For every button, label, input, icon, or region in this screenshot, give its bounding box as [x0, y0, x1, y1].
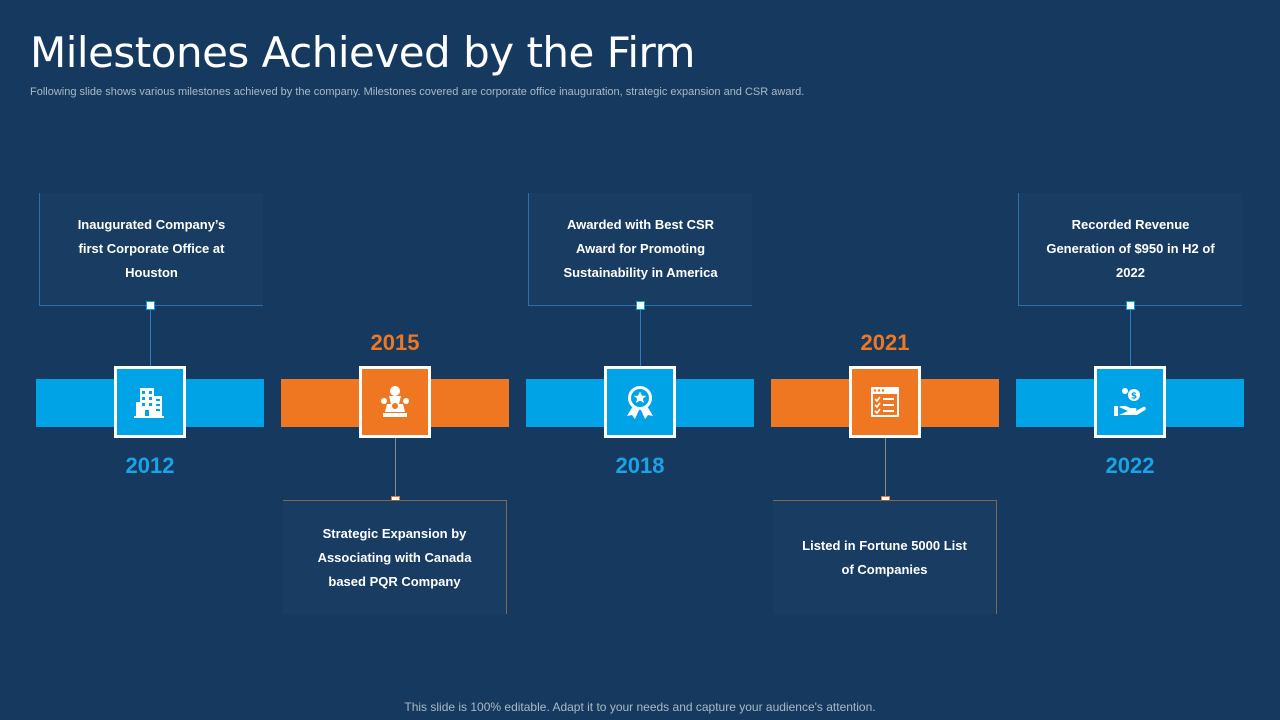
- chess-pieces-icon: [381, 386, 409, 417]
- connector-line: [885, 438, 886, 500]
- checklist-icon: [871, 387, 899, 417]
- milestone-card-2021: Listed in Fortune 5000 List of Companies: [773, 500, 997, 614]
- milestone-icon-box-2015: [359, 366, 431, 438]
- money-hand-icon: $: [1114, 388, 1146, 416]
- slide-title: Milestones Achieved by the Firm: [30, 28, 695, 77]
- milestone-year-2012: 2012: [125, 453, 175, 478]
- connector-line: [1130, 306, 1131, 368]
- connector-dot: [636, 301, 645, 310]
- milestone-card-2022: Recorded Revenue Generation of $950 in H…: [1018, 193, 1242, 306]
- connector-line: [150, 306, 151, 368]
- milestone-card-2015: Strategic Expansion by Associating with …: [283, 500, 507, 614]
- milestone-year-2022: 2022: [1105, 453, 1155, 478]
- connector-dot: [146, 301, 155, 310]
- milestone-year-2018: 2018: [615, 453, 665, 478]
- svg-text:$: $: [1131, 392, 1137, 402]
- milestone-card-2018: Awarded with Best CSR Award for Promotin…: [528, 193, 752, 306]
- milestone-icon-box-2021: [849, 366, 921, 438]
- connector-line: [395, 438, 396, 500]
- milestone-icon-box-2012: [114, 366, 186, 438]
- connector-line: [640, 306, 641, 368]
- award-ribbon-icon: [627, 386, 653, 419]
- milestone-year-2021: 2021: [860, 330, 910, 355]
- connector-dot: [1126, 301, 1135, 310]
- milestone-icon-box-2018: [604, 366, 676, 438]
- milestone-year-2015: 2015: [370, 330, 420, 355]
- milestone-icon-box-2022: $: [1094, 366, 1166, 438]
- office-building-icon: [134, 388, 164, 418]
- slide-subtitle: Following slide shows various milestones…: [30, 86, 805, 98]
- slide-footer: This slide is 100% editable. Adapt it to…: [404, 700, 876, 714]
- milestone-card-2012: Inaugurated Company’s first Corporate Of…: [39, 193, 263, 306]
